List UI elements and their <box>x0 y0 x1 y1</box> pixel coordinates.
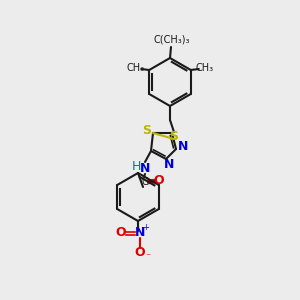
Text: O: O <box>135 247 145 260</box>
Text: CH₃: CH₃ <box>196 63 214 73</box>
Text: +: + <box>142 224 149 232</box>
Text: C: C <box>142 177 148 187</box>
Text: C(CH₃)₃: C(CH₃)₃ <box>154 35 190 45</box>
Text: O: O <box>116 226 126 239</box>
Text: O: O <box>154 175 164 188</box>
Text: H: H <box>131 160 141 173</box>
Text: ⁻: ⁻ <box>146 252 151 262</box>
Text: N: N <box>135 226 145 239</box>
Text: N: N <box>140 163 150 176</box>
Text: CH₃: CH₃ <box>126 63 144 73</box>
Text: N: N <box>164 158 174 170</box>
Text: S: S <box>169 130 178 143</box>
Text: N: N <box>178 140 188 154</box>
Text: S: S <box>142 124 152 136</box>
